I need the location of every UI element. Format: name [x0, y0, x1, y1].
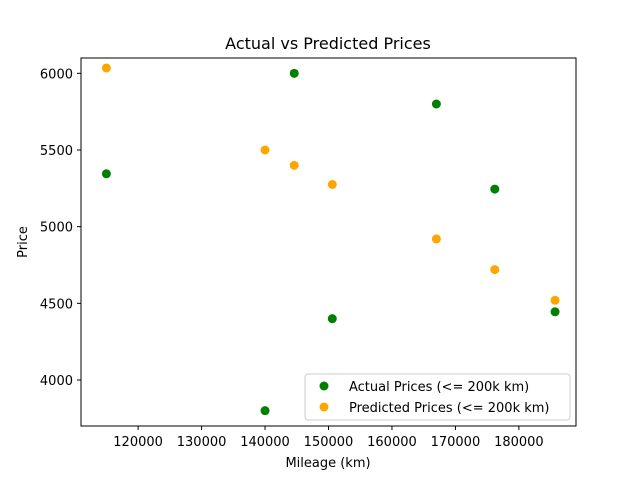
predicted-price-point — [260, 145, 270, 155]
predicted-price-point — [327, 180, 337, 189]
data-points — [101, 63, 560, 416]
y-tick-label: 5000 — [40, 221, 73, 236]
legend-label-predicted: Predicted Prices (<= 200k km) — [349, 401, 550, 416]
x-tick-label: 130000 — [177, 435, 227, 450]
legend-marker-predicted — [319, 402, 329, 412]
x-tick-label: 180000 — [494, 435, 544, 450]
x-tick-label: 120000 — [113, 435, 163, 450]
plot-area-frame — [80, 57, 577, 427]
legend-label-actual: Actual Prices (<= 200k km) — [349, 380, 529, 395]
x-tick-label: 160000 — [367, 435, 417, 450]
actual-price-point — [431, 99, 441, 109]
y-axis-label: Price — [16, 226, 31, 258]
axis-ticks: 120000 130000 140000 150000 160000 170000 1800… — [40, 67, 544, 450]
y-tick-label: 4000 — [40, 374, 73, 389]
legend-marker-actual — [319, 381, 329, 391]
actual-price-point — [550, 307, 560, 317]
predicted-price-point — [101, 63, 111, 73]
actual-price-point — [289, 68, 299, 78]
predicted-price-point — [431, 234, 441, 244]
x-tick-label: 150000 — [304, 435, 354, 450]
actual-price-point — [260, 406, 270, 416]
x-tick-label: 170000 — [431, 435, 481, 450]
x-tick-label: 140000 — [240, 435, 290, 450]
actual-price-point — [101, 169, 111, 179]
y-tick-label: 6000 — [40, 67, 73, 82]
legend-box — [304, 373, 571, 421]
x-axis-label: Mileage (km) — [285, 456, 370, 471]
predicted-price-point — [289, 160, 299, 170]
actual-price-point — [327, 314, 337, 324]
y-tick-label: 4500 — [40, 297, 73, 312]
predicted-price-point — [490, 265, 500, 275]
legend: Actual Prices (<= 200k km) Predicted Pri… — [304, 373, 571, 421]
predicted-price-point — [550, 295, 560, 305]
y-tick-label: 5500 — [40, 144, 73, 159]
chart-title: Actual vs Predicted Prices — [225, 34, 431, 53]
actual-price-point — [490, 184, 500, 194]
